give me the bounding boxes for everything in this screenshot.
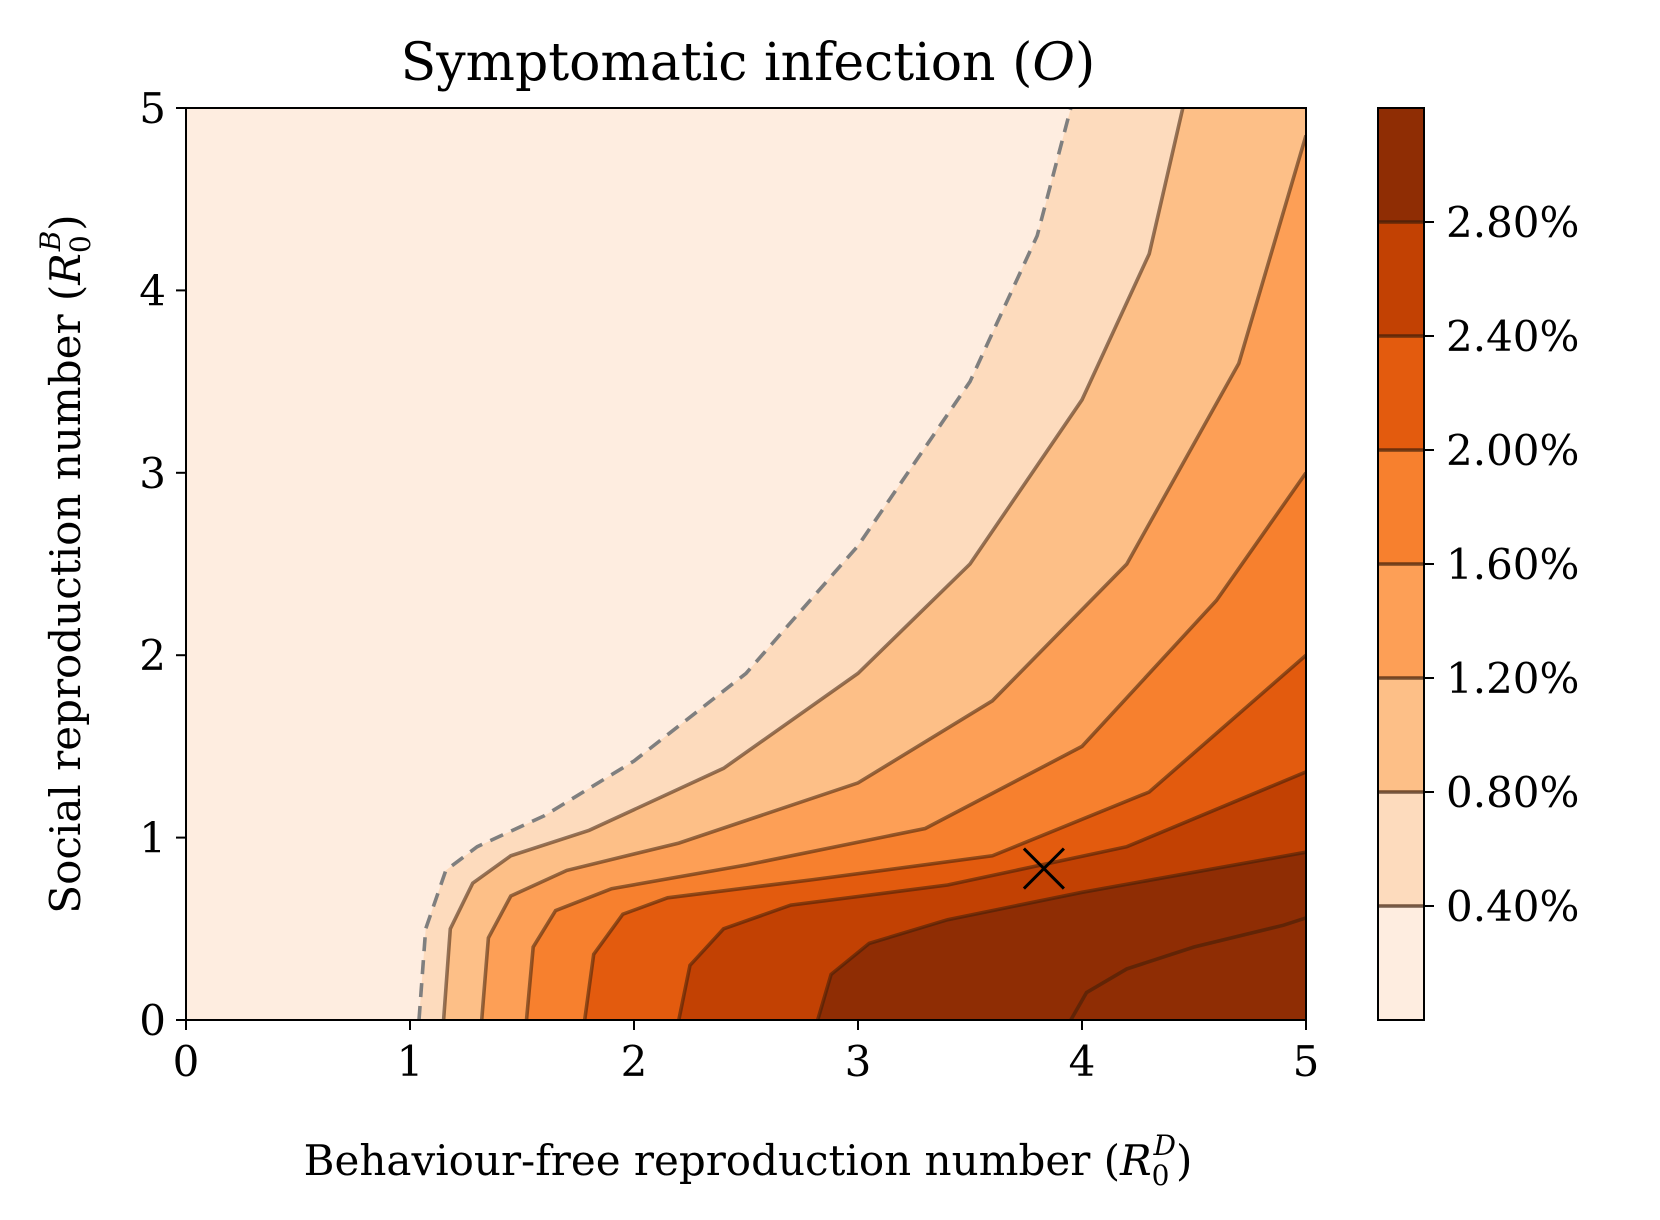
x-tick-label: 3 — [845, 1037, 872, 1086]
x-axis-label: Behaviour-free reproduction number (R0D) — [304, 1129, 1193, 1192]
contour-line-2.4 — [815, 850, 1306, 1020]
colorbar-tick-label: 1.20% — [1446, 654, 1579, 703]
x-axis-ticks: 0 1 2 3 4 5 — [173, 1020, 1320, 1086]
colorbar-level-lines — [1378, 220, 1424, 908]
colorbar-tick-label: 2.80% — [1446, 198, 1579, 247]
colorbar-segment — [1378, 564, 1424, 678]
contour-lines — [417, 108, 1306, 1020]
y-tick-label: 2 — [139, 631, 166, 680]
x-tick-label: 2 — [621, 1037, 648, 1086]
chart-title: Symptomatic infection (O) — [401, 33, 1096, 93]
colorbar-segment — [1378, 792, 1424, 906]
colorbar-segment — [1378, 450, 1424, 564]
colorbar-segments — [1378, 108, 1424, 1020]
contour-line-0.4 — [441, 108, 1185, 1020]
plot-area — [185, 107, 1307, 1021]
colorbar-tick-label: 2.40% — [1446, 312, 1579, 361]
colorbar: 0.40% 0.80% 1.20% 1.60% 2.00% 2.40% 2.80% — [1377, 107, 1579, 1021]
plot-frame — [185, 107, 1307, 1021]
y-tick-label: 4 — [139, 266, 166, 315]
colorbar-ticks: 0.40% 0.80% 1.20% 1.60% 2.00% 2.40% 2.80% — [1424, 198, 1579, 931]
colorbar-tick-label: 0.40% — [1446, 882, 1579, 931]
y-axis-label: Social reproduction number (R0B) — [34, 214, 97, 913]
colorbar-segment — [1378, 906, 1424, 1020]
contour-line-0 — [417, 108, 1073, 1020]
colorbar-segment — [1378, 336, 1424, 450]
x-tick-label: 1 — [397, 1037, 424, 1086]
colorbar-segment — [1378, 678, 1424, 792]
colorbar-tick-label: 2.00% — [1446, 426, 1579, 475]
y-tick-label: 0 — [139, 996, 166, 1045]
contour-band-8 — [1070, 917, 1306, 1020]
contour-line-2 — [677, 770, 1306, 1020]
x-tick-label: 4 — [1069, 1037, 1096, 1086]
y-tick-label: 5 — [139, 84, 166, 133]
marker-x — [1022, 847, 1065, 890]
colorbar-tick-label: 1.60% — [1446, 540, 1579, 589]
contour-line-0.8 — [479, 134, 1306, 1020]
colorbar-tick-label: 0.80% — [1446, 768, 1579, 817]
y-tick-label: 1 — [139, 814, 166, 863]
contour-line-1.6 — [582, 653, 1306, 1020]
contour-line-2.8 — [1069, 916, 1306, 1020]
x-tick-label: 5 — [1293, 1037, 1320, 1086]
colorbar-segment — [1378, 108, 1424, 222]
colorbar-segment — [1378, 222, 1424, 336]
contour-bands — [419, 108, 1306, 1020]
y-tick-label: 3 — [139, 449, 166, 498]
y-axis-ticks: 0 1 2 3 4 5 — [139, 84, 186, 1045]
marker-x-stroke-2 — [1022, 847, 1065, 890]
contour-line-1.2 — [524, 471, 1306, 1020]
x-tick-label: 0 — [173, 1037, 200, 1086]
